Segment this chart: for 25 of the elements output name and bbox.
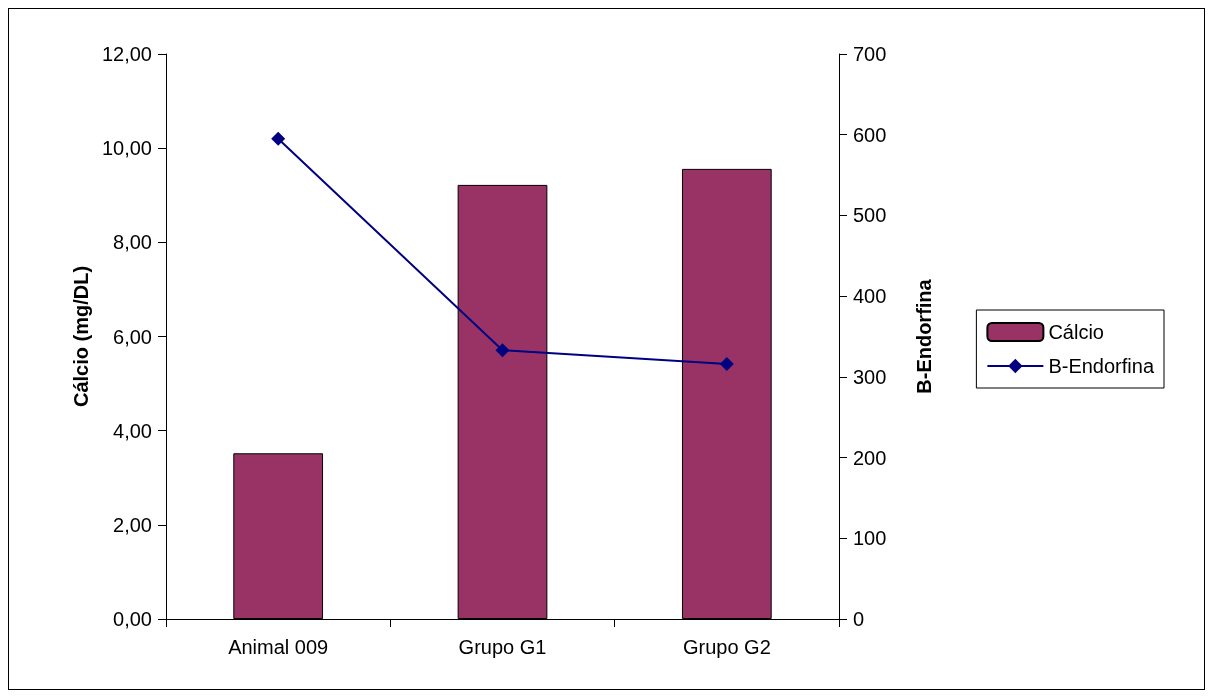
y-tick-label: 10,00 [101, 137, 152, 160]
y2-tick-label: 200 [853, 446, 887, 469]
point [271, 131, 286, 146]
point [495, 343, 510, 358]
legend-label: Cálcio [1048, 321, 1104, 343]
x-tick-label: Grupo G1 [458, 636, 547, 658]
y2-tick-label: 600 [853, 123, 887, 146]
y-tick-label: 6,00 [113, 325, 152, 348]
y2-tick-label: 500 [853, 204, 887, 227]
y-tick-label: 12,00 [101, 43, 152, 65]
y2-tick-label: 0 [853, 608, 865, 630]
y2-axis-title: B-Endorfina [913, 278, 935, 394]
y2-tick-label: 100 [853, 527, 887, 550]
y2-tick-label: 700 [853, 43, 887, 65]
y-axis-title: Cálcio (mg/DL) [70, 265, 92, 408]
x-tick-label: Animal 009 [228, 636, 329, 658]
legend-label: B-Endorfina [1048, 355, 1155, 377]
y-tick-label: 0,00 [113, 608, 152, 630]
y2-tick-label: 400 [853, 285, 887, 308]
point [719, 356, 734, 371]
y-tick-label: 4,00 [113, 419, 152, 442]
y2-tick-label: 300 [853, 365, 887, 388]
y-tick-label: 2,00 [113, 513, 152, 536]
y-tick-label: 8,00 [113, 231, 152, 254]
x-tick-label: Grupo G2 [682, 636, 771, 658]
